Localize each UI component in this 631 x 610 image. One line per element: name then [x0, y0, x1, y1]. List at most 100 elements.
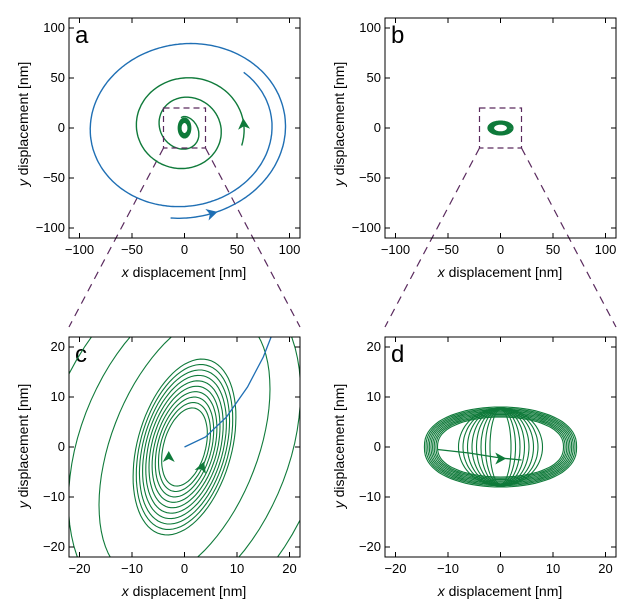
panel-a-ytick-label-3: 50 — [51, 70, 65, 85]
panel-d-plot-area — [423, 406, 578, 488]
panel-b-xlabel: x displacement [nm] — [437, 264, 563, 280]
panel-d-ytick-label-0: −20 — [359, 539, 381, 554]
panel-c-series-2-line — [184, 337, 272, 448]
panel-b-ytick-label-2: 0 — [374, 120, 381, 135]
panel-d-ytick-label-4: 20 — [367, 339, 381, 354]
panel-d: d −20 −10 0 10 20 −20 −10 0 10 20 — [359, 336, 617, 576]
panel-d-series-0-loop-6 — [427, 408, 574, 486]
panel-d-frame — [384, 336, 617, 558]
panel-a-series-0-arrow — [205, 208, 218, 221]
panel-c-ytick-label-3: 10 — [51, 389, 65, 404]
panel-d-ytick-label-1: −10 — [359, 489, 381, 504]
panel-d-series-1-loop-3 — [475, 408, 526, 486]
panel-c-xlabel: x displacement [nm] — [121, 583, 247, 599]
panel-c-xtick-label-0: −20 — [68, 561, 90, 576]
panel-a-zoom-box — [162, 107, 207, 149]
panel-b-series-0-loop-7 — [487, 120, 514, 136]
panel-a-xtick-label-2: 0 — [181, 242, 188, 257]
panel-b-ytick-label-4: 100 — [359, 20, 381, 35]
panel-c-series-0-loop-6 — [142, 374, 227, 520]
panel-d-series-0-loop-8 — [423, 406, 578, 488]
panel-d-series-1-loop-0 — [489, 408, 512, 486]
panel-c-ytick-label-0: −20 — [43, 539, 65, 554]
panel-c-series-0-loop-2 — [154, 396, 215, 498]
panel-d-ytick-label-3: 10 — [367, 389, 381, 404]
panel-d-xtick-label-4: 20 — [598, 561, 612, 576]
panel-c-series-0-loop-5 — [145, 380, 224, 514]
panel-a-ytick-label-4: 100 — [43, 20, 65, 35]
panel-c-ytick-label-1: −10 — [43, 489, 65, 504]
panel-d-xtick-label-3: 10 — [546, 561, 560, 576]
panel-letter-a: a — [75, 22, 89, 49]
panel-d-series-1-loop-7 — [457, 407, 544, 487]
panel-d-xtick-label-0: −20 — [384, 561, 406, 576]
panel-c-series-0-loop-0 — [161, 407, 208, 487]
panel-b-ytick-label-0: −100 — [352, 220, 381, 235]
panel-a-series-2-loop-9 — [177, 117, 192, 139]
panel-a-xlabel: x displacement [nm] — [121, 264, 247, 280]
panel-d-series-0-loop-2 — [433, 413, 568, 481]
panel-a-ytick-label-0: −100 — [36, 220, 65, 235]
panel-d-series-1-loop-6 — [462, 407, 539, 487]
panel-d-series-0-loop-3 — [432, 412, 569, 482]
panel-letter-d: d — [391, 341, 404, 368]
panel-a-frame — [68, 17, 301, 239]
panel-c-xtick-label-1: −10 — [121, 561, 143, 576]
panel-b-xtick-label-1: −50 — [437, 242, 459, 257]
panel-a-xtick-label-0: −100 — [65, 242, 94, 257]
panel-b-xtick-label-3: 50 — [546, 242, 560, 257]
panel-c-series-0-loop-3 — [151, 391, 218, 503]
panel-d-series-0-loop-7 — [425, 407, 576, 487]
panel-c-xtick-label-4: 20 — [282, 561, 296, 576]
panel-c-series-0-loop-8 — [135, 364, 234, 530]
panel-a-ytick-label-2: 0 — [58, 120, 65, 135]
panel-b-series-0-loop-0 — [493, 123, 508, 133]
panel-c-series-0-loop-4 — [148, 385, 221, 509]
panel-d-series-1-loop-5 — [466, 407, 535, 487]
panel-c-xtick-label-2: 0 — [181, 561, 188, 576]
panel-c-ytick-label-2: 0 — [58, 439, 65, 454]
panel-a-xtick-label-1: −50 — [121, 242, 143, 257]
panel-d-series-3-arrow-0 — [495, 452, 507, 465]
panel-a-series-1-line — [135, 77, 245, 170]
panel-d-ytick-label-2: 0 — [374, 439, 381, 454]
panel-b-plot-area — [487, 120, 514, 136]
panel-c-series-3-arrow-1 — [194, 461, 206, 475]
panel-c-ytick-label-4: 20 — [51, 339, 65, 354]
panel-a: a −100 −50 0 50 100 −100 −50 0 50 100 — [36, 17, 301, 257]
panel-letter-b: b — [391, 22, 404, 49]
panel-d-series-0-loop-0 — [436, 416, 565, 478]
panel-d-xtick-label-2: 0 — [497, 561, 504, 576]
panel-d-ylabel: y displacement [nm] — [331, 384, 347, 510]
panel-d-series-2-line — [437, 448, 522, 461]
panel-c-series-1-loop-1 — [69, 337, 300, 557]
panel-d-series-1-loop-1 — [484, 408, 517, 486]
panel-d-series-0-loop-4 — [430, 411, 571, 483]
panel-c-xtick-label-3: 10 — [230, 561, 244, 576]
panel-c-plot-area — [69, 337, 300, 557]
panel-b-xtick-label-4: 100 — [595, 242, 617, 257]
panel-b-frame — [384, 17, 617, 239]
panel-a-ylabel: y displacement [nm] — [15, 62, 31, 188]
panel-b-xtick-label-2: 0 — [497, 242, 504, 257]
panel-c-series-3-arrow-0 — [162, 451, 175, 462]
panel-a-series-1-arrow — [238, 118, 251, 130]
panel-c-series-0-loop-1 — [157, 401, 212, 493]
panel-b-ylabel: y displacement [nm] — [331, 62, 347, 188]
panel-d-series-0-loop-1 — [435, 415, 566, 479]
panel-d-xlabel: x displacement [nm] — [437, 583, 563, 599]
panel-c-series-0-loop-7 — [138, 369, 231, 525]
panel-b-zoom-box — [478, 107, 523, 149]
panel-c-ylabel: y displacement [nm] — [15, 384, 31, 510]
panel-b-xtick-label-0: −100 — [381, 242, 410, 257]
panel-b-ytick-label-1: −50 — [359, 170, 381, 185]
panel-a-xtick-label-4: 100 — [279, 242, 301, 257]
panel-d-series-1-loop-4 — [471, 408, 530, 486]
panel-b: b −100 −50 0 50 100 −100 −50 0 50 100 — [352, 17, 617, 257]
panel-a-xtick-label-3: 50 — [230, 242, 244, 257]
panel-d-series-0-loop-5 — [428, 410, 573, 484]
panel-a-series-0-line — [89, 42, 287, 219]
panel-b-ytick-label-3: 50 — [367, 70, 381, 85]
